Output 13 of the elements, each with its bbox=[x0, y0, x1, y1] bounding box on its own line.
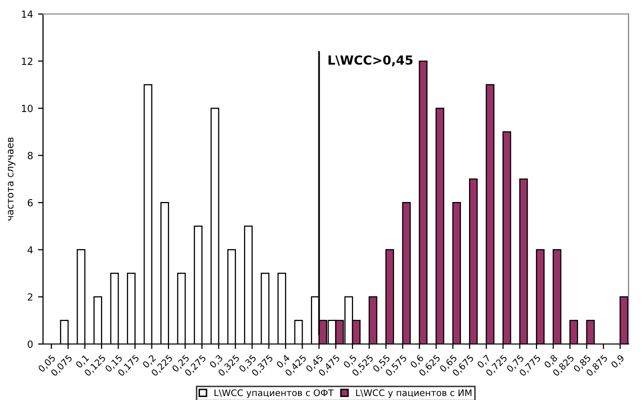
x-tick-label: 0,9 bbox=[610, 354, 626, 370]
y-tick-label: 4 bbox=[28, 246, 33, 254]
y-tick-label: 14 bbox=[22, 10, 33, 18]
y-tick-label: 12 bbox=[22, 58, 32, 65]
y-tick-label: 2 bbox=[28, 293, 32, 301]
y-axis-title: частота случаев bbox=[8, 138, 16, 220]
y-tick-label: 8 bbox=[28, 152, 33, 160]
y-tick-label: 10 bbox=[22, 104, 33, 112]
legend-label: L\WCC у пациентов с ИМ bbox=[356, 389, 472, 398]
y-tick-label: 0 bbox=[28, 340, 33, 348]
ref-line-label: L\WCC>0,45 bbox=[328, 55, 413, 66]
legend-label: L\WCC упациентов с ОФТ bbox=[214, 389, 334, 398]
y-tick-label: 6 bbox=[28, 199, 33, 206]
